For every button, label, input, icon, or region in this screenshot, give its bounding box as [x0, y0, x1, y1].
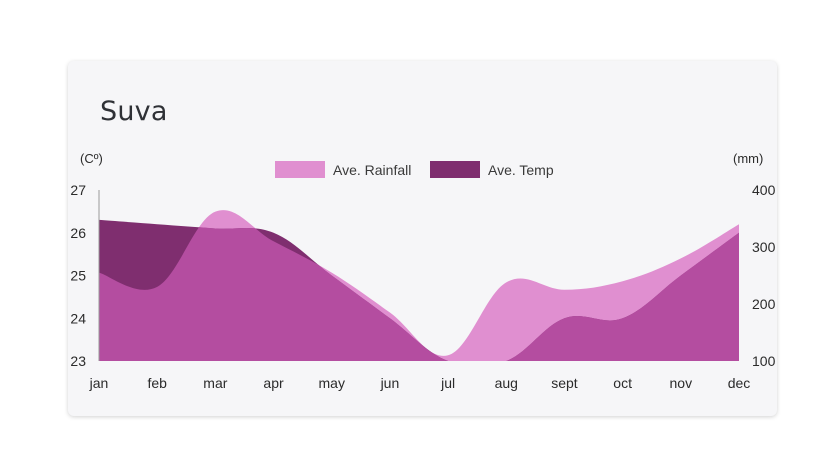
left-tick-label: 25	[70, 268, 86, 284]
x-tick-label-jul: jul	[440, 375, 455, 391]
x-tick-label-aug: aug	[495, 375, 518, 391]
series-overlap-area	[99, 219, 739, 361]
right-axis-unit-label: (mm)	[733, 151, 764, 166]
x-tick-label-jun: jun	[380, 375, 400, 391]
left-tick-label: 27	[70, 182, 86, 198]
x-tick-label-oct: oct	[613, 375, 632, 391]
legend-swatch-ave-temp	[430, 161, 480, 178]
chart-title: Suva	[100, 96, 168, 127]
x-tick-label-apr: apr	[263, 375, 284, 391]
left-tick-label: 26	[70, 225, 86, 241]
legend-label-ave-rainfall: Ave. Rainfall	[333, 162, 411, 178]
legend-label-ave-temp: Ave. Temp	[488, 162, 554, 178]
x-tick-label-may: may	[319, 375, 345, 391]
x-tick-label-jan: jan	[89, 375, 109, 391]
x-tick-label-feb: feb	[147, 375, 167, 391]
right-tick-label: 400	[752, 182, 776, 198]
x-tick-label-nov: nov	[670, 375, 693, 391]
x-tick-label-sept: sept	[551, 375, 578, 391]
left-tick-label: 23	[70, 353, 86, 369]
left-axis-unit-label: (Cº)	[80, 151, 103, 166]
right-tick-label: 100	[752, 353, 776, 369]
legend-swatch-ave-rainfall	[275, 161, 325, 178]
x-tick-label-dec: dec	[728, 375, 751, 391]
left-tick-label: 24	[70, 310, 86, 326]
x-tick-label-mar: mar	[203, 375, 227, 391]
right-tick-label: 300	[752, 239, 776, 255]
right-tick-label: 200	[752, 296, 776, 312]
